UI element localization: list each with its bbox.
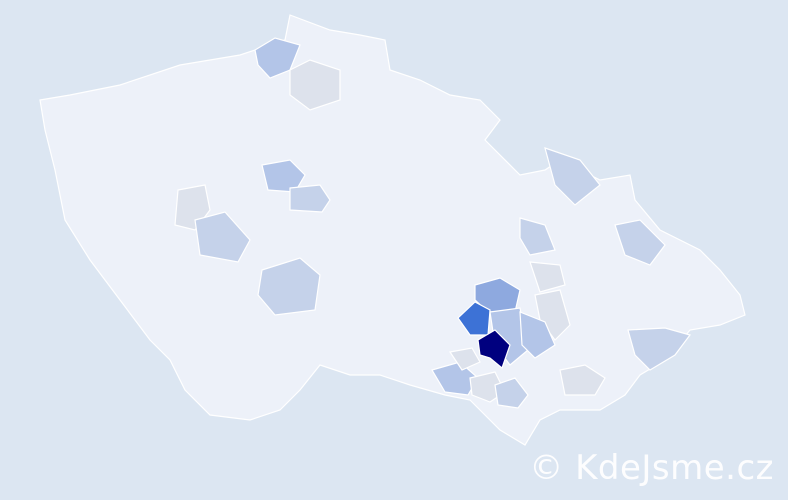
district-region[interactable] bbox=[261, 159, 306, 193]
district-region[interactable] bbox=[519, 311, 556, 359]
district-region[interactable] bbox=[194, 211, 251, 263]
district-region[interactable] bbox=[544, 147, 601, 206]
district-region[interactable] bbox=[559, 364, 606, 396]
district-region[interactable] bbox=[448, 347, 481, 371]
district-region[interactable] bbox=[289, 59, 341, 111]
district-region[interactable] bbox=[457, 301, 491, 336]
district-region[interactable] bbox=[519, 217, 556, 256]
district-region[interactable] bbox=[529, 261, 566, 293]
country-outline bbox=[39, 14, 746, 446]
watermark-logo: © KdeJsme.cz bbox=[529, 448, 774, 488]
district-region[interactable] bbox=[614, 219, 666, 266]
district-region[interactable] bbox=[477, 329, 511, 370]
district-region[interactable] bbox=[627, 327, 692, 371]
district-region[interactable] bbox=[257, 257, 321, 316]
district-region[interactable] bbox=[289, 184, 331, 213]
district-region[interactable] bbox=[494, 377, 529, 409]
district-region[interactable] bbox=[534, 289, 571, 341]
